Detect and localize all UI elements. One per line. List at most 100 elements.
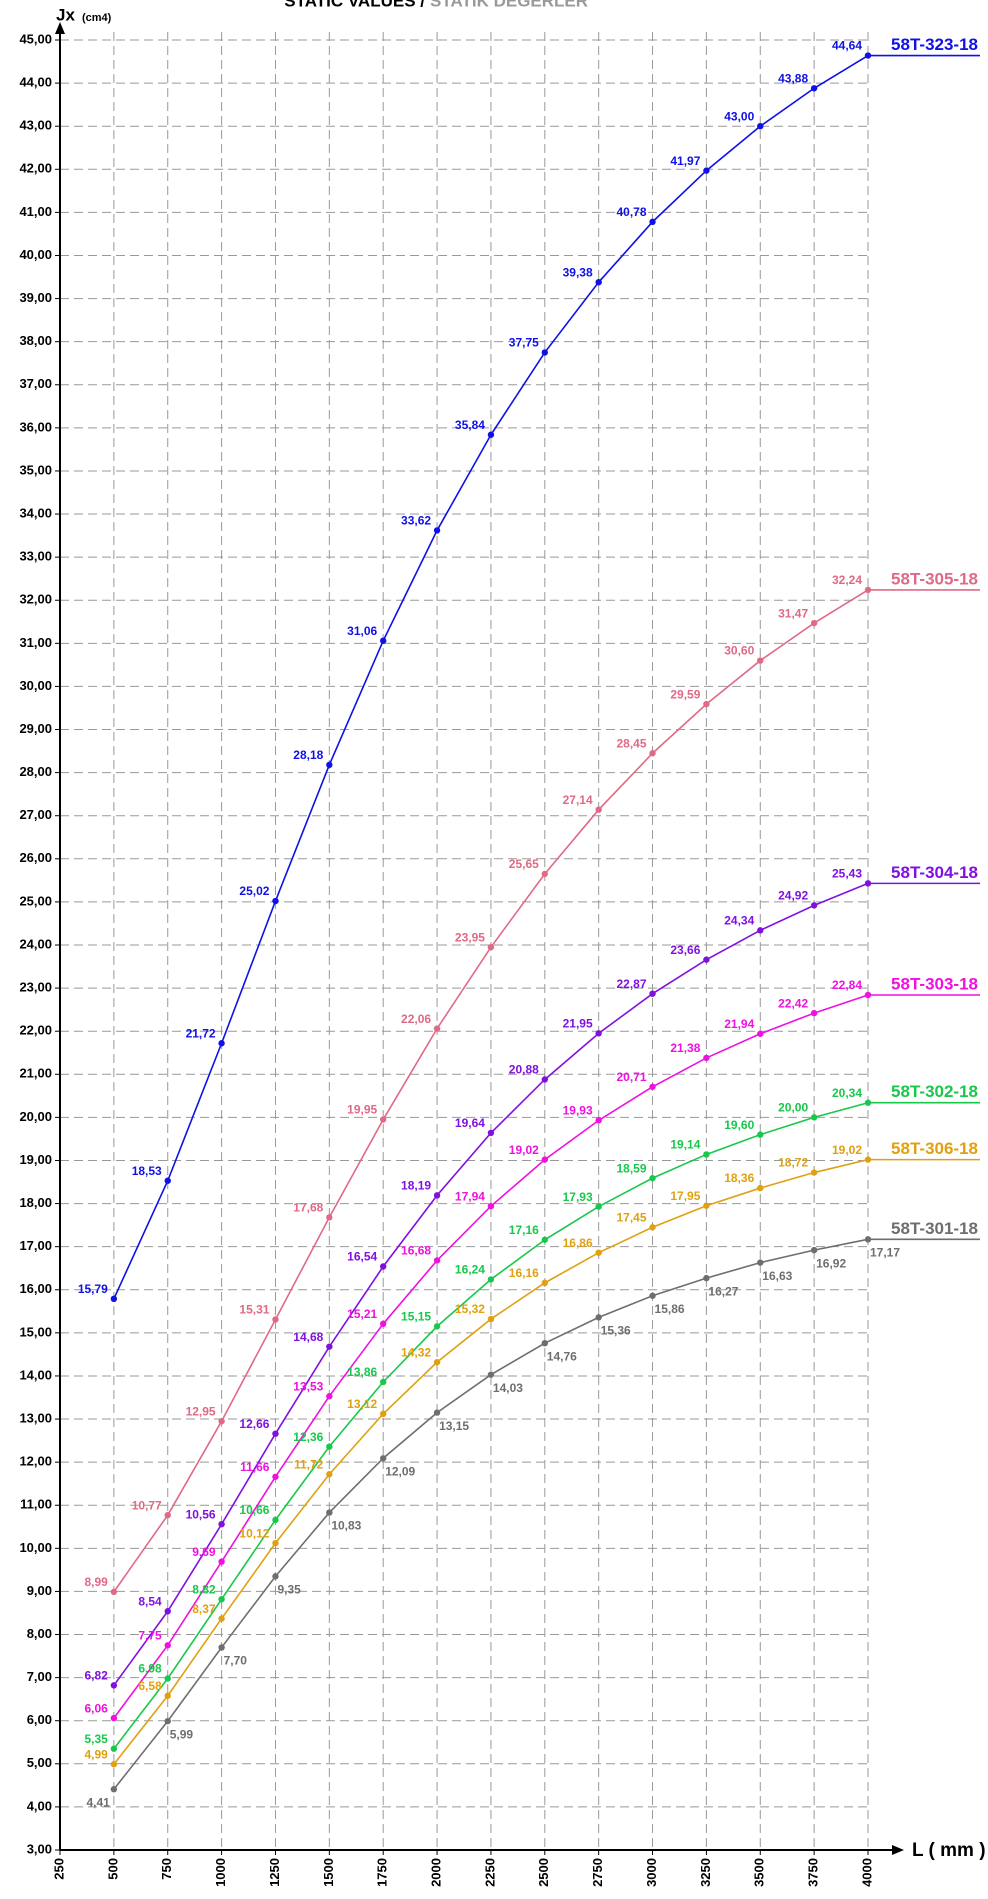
data-label: 15,86 [655, 1302, 685, 1316]
data-point [649, 990, 656, 997]
data-label: 20,88 [509, 1063, 539, 1077]
data-label: 18,36 [724, 1171, 754, 1185]
data-point [164, 1642, 171, 1649]
data-point [541, 1236, 548, 1243]
data-point [326, 1443, 333, 1450]
data-label: 28,45 [617, 736, 647, 750]
data-label: 22,42 [778, 996, 808, 1010]
y-tick-label: 17,00 [19, 1238, 52, 1253]
data-point [595, 806, 602, 813]
data-label: 8,37 [192, 1602, 216, 1616]
data-label: 6,98 [138, 1662, 162, 1676]
y-tick-label: 9,00 [27, 1583, 52, 1598]
y-tick-label: 45,00 [19, 31, 52, 46]
data-point [272, 1573, 279, 1580]
data-point [864, 1236, 872, 1243]
x-tick-label: 2000 [429, 1858, 444, 1887]
data-label: 17,17 [870, 1246, 900, 1260]
y-tick-label: 4,00 [27, 1798, 52, 1813]
data-point [272, 1539, 279, 1547]
data-label: 18,59 [617, 1161, 647, 1175]
data-point [380, 1455, 387, 1462]
data-label: 13,53 [293, 1379, 323, 1393]
y-tick-label: 7,00 [27, 1669, 52, 1684]
y-tick-label: 14,00 [19, 1367, 52, 1382]
data-label: 33,62 [401, 514, 431, 528]
data-point [541, 349, 548, 356]
data-label: 15,15 [401, 1310, 431, 1324]
y-tick-label: 29,00 [19, 721, 52, 736]
data-label: 15,36 [601, 1324, 631, 1338]
data-point [487, 1276, 495, 1283]
data-point [380, 1320, 387, 1328]
data-point [272, 1316, 279, 1323]
data-label: 23,66 [670, 943, 700, 957]
data-point [218, 1558, 225, 1565]
x-tick-label: 1250 [267, 1858, 282, 1887]
data-label: 29,59 [670, 687, 700, 701]
y-tick-label: 24,00 [19, 936, 52, 951]
legend-label: 58T-301-18 [891, 1219, 978, 1238]
data-point [541, 1340, 548, 1347]
data-label: 21,95 [563, 1017, 593, 1031]
data-point [757, 657, 764, 664]
y-tick-label: 13,00 [19, 1410, 52, 1425]
y-tick-label: 30,00 [19, 678, 52, 693]
data-point [110, 1588, 118, 1596]
data-point [703, 1202, 710, 1209]
data-point [757, 927, 764, 934]
y-tick-label: 32,00 [19, 592, 52, 607]
data-point [326, 1471, 333, 1478]
data-label: 16,68 [401, 1244, 431, 1258]
data-label: 10,66 [239, 1503, 269, 1517]
data-point [864, 1099, 872, 1106]
y-tick-label: 37,00 [19, 376, 52, 391]
data-point [595, 1117, 602, 1124]
data-point [218, 1644, 225, 1651]
data-point [218, 1040, 225, 1047]
data-point [433, 1323, 441, 1330]
data-point [595, 1203, 602, 1210]
y-tick-label: 44,00 [19, 75, 52, 90]
y-tick-label: 10,00 [19, 1540, 52, 1555]
y-tick-label: 8,00 [27, 1626, 52, 1641]
data-label: 16,27 [708, 1284, 738, 1298]
data-point [810, 1169, 818, 1176]
data-label: 12,95 [186, 1404, 216, 1418]
data-point [487, 943, 495, 951]
data-label: 19,93 [563, 1104, 593, 1118]
data-point [218, 1521, 225, 1528]
data-point [380, 1378, 387, 1386]
y-tick-label: 21,00 [19, 1066, 52, 1081]
data-point [703, 700, 710, 708]
data-point [810, 85, 818, 92]
y-tick-label: 28,00 [19, 764, 52, 779]
data-point [326, 1343, 333, 1350]
y-tick-label: 40,00 [19, 247, 52, 262]
data-label: 12,09 [385, 1464, 415, 1478]
data-label: 7,70 [224, 1654, 248, 1668]
data-point [110, 1745, 118, 1752]
data-point [164, 1675, 171, 1682]
data-label: 28,18 [293, 748, 323, 762]
plot: 58T-323-18 15,79 18,53 21,72 25,02 28,18 31,06… [78, 35, 980, 1809]
data-point [272, 897, 279, 905]
data-label: 14,03 [493, 1381, 523, 1395]
y-axis-unit: (cm4) [82, 12, 112, 24]
data-point [487, 1129, 495, 1137]
data-point [433, 1025, 441, 1032]
data-point [218, 1595, 225, 1603]
x-tick-label: 2750 [590, 1858, 605, 1887]
data-point [864, 880, 872, 887]
data-point [164, 1608, 171, 1615]
x-tick-label: 2500 [536, 1858, 551, 1887]
y-tick-label: 42,00 [19, 161, 52, 176]
grid: 3,00 4,00 5,00 6,00 7,00 8,00 9,00 10,00 11,00 12… [19, 31, 874, 1886]
data-label: 20,71 [617, 1070, 647, 1084]
y-tick-label: 3,00 [27, 1841, 52, 1856]
data-label: 21,94 [724, 1017, 754, 1031]
data-label: 23,95 [455, 930, 485, 944]
data-point [864, 586, 872, 594]
data-label: 9,35 [277, 1583, 301, 1597]
data-point [487, 1315, 495, 1323]
